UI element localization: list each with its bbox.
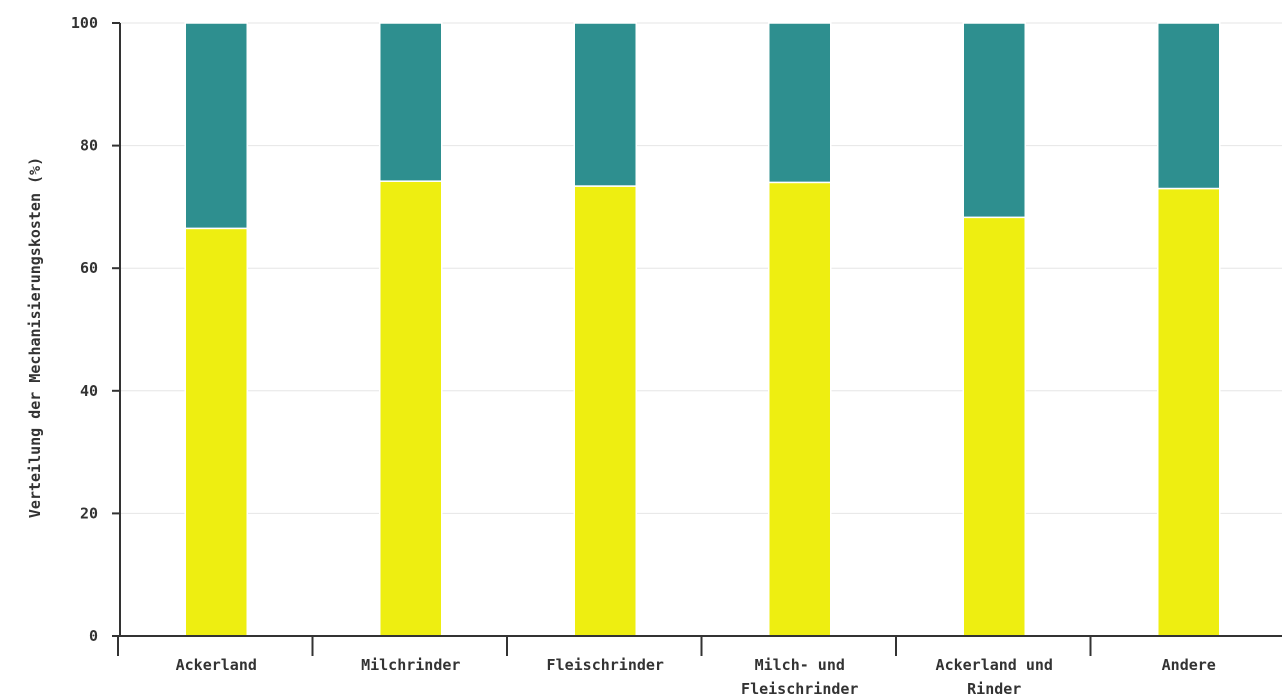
bar-segment <box>573 22 637 187</box>
x-category-label: Ackerland <box>176 656 257 674</box>
x-category-label: Rinder <box>967 680 1021 698</box>
y-axis-title: Verteilung der Mechanisierungskosten (%) <box>26 157 44 518</box>
grid-lines <box>120 22 1282 637</box>
y-tick-label: 80 <box>80 137 98 155</box>
bar-segment <box>962 22 1026 219</box>
y-tick-label: 60 <box>80 259 98 277</box>
y-tick-label: 20 <box>80 504 98 522</box>
x-category-label: Milch- und <box>755 656 845 674</box>
bar-segment <box>768 22 832 184</box>
y-tick-label: 100 <box>71 14 98 32</box>
bars <box>184 22 1221 637</box>
x-ticks: Ackerland Milchrinder Fleischrinder Milch- … <box>117 636 1216 698</box>
bar-segment <box>1157 22 1221 190</box>
x-category-label: Milchrinder <box>361 656 460 674</box>
x-category-label: Fleischrinder <box>547 656 664 674</box>
bar-segment <box>379 180 443 637</box>
y-tick-label: 0 <box>89 627 98 645</box>
bar-segment <box>379 22 443 182</box>
bar-segment <box>1157 187 1221 637</box>
bar-segment <box>768 181 832 637</box>
bar-segment <box>573 185 637 637</box>
x-category-label: Fleischrinder <box>741 680 858 698</box>
y-tick-label: 40 <box>80 382 98 400</box>
y-ticks: 0 20 40 60 80 100 <box>71 14 120 645</box>
x-category-label: Andere <box>1162 656 1216 674</box>
bar-segment <box>184 22 248 230</box>
bar-segment <box>184 227 248 637</box>
bar-segment <box>962 216 1026 637</box>
axes <box>119 23 1282 637</box>
x-category-label: Ackerland und <box>936 656 1053 674</box>
